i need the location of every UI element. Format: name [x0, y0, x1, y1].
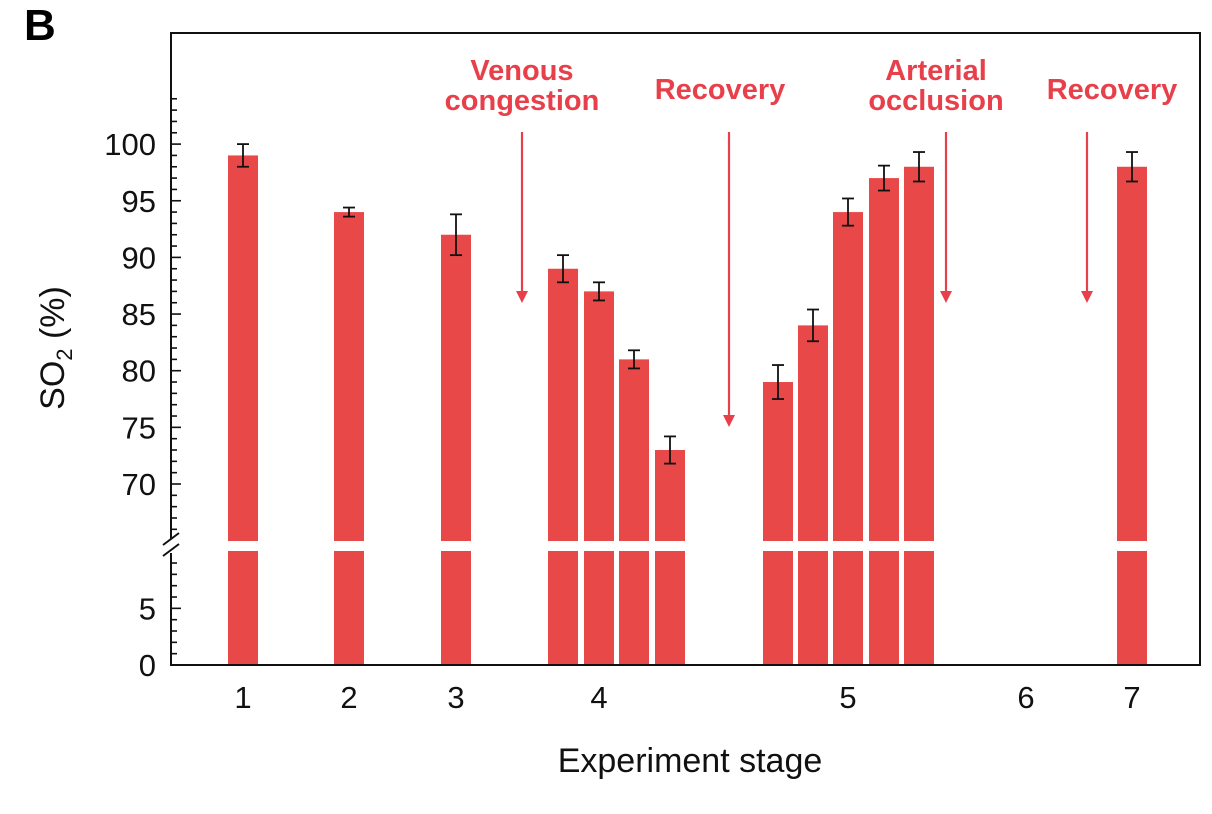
bar-lower-segment: [904, 551, 934, 665]
bar-upper-segment: [334, 212, 364, 541]
bar-lower-segment: [763, 551, 793, 665]
annotation-label: occlusion: [868, 85, 1003, 117]
bar-lower-segment: [441, 551, 471, 665]
x-axis-title: Experiment stage: [558, 742, 823, 780]
bar-upper-segment: [619, 359, 649, 541]
axis-break-mark-upper: [162, 532, 180, 546]
y-tick-label: 100: [104, 127, 156, 162]
bar-lower-segment: [584, 551, 614, 665]
bar-lower-segment: [1117, 551, 1147, 665]
x-tick-label: 4: [590, 680, 607, 715]
bar-upper-segment: [584, 291, 614, 541]
x-tick-label: 7: [1123, 680, 1140, 715]
bar-upper-segment: [798, 325, 828, 541]
y-tick-label: 5: [139, 591, 156, 626]
y-tick-label: 85: [122, 297, 156, 332]
bar-upper-segment: [655, 450, 685, 541]
bar-upper-segment: [228, 155, 258, 541]
annotation-label: Arterial: [885, 55, 987, 87]
y-axis-title-subscript: 2: [52, 348, 77, 360]
y-axis-title-main: SO: [34, 361, 72, 410]
bar-lower-segment: [228, 551, 258, 665]
y-tick-label: 80: [122, 354, 156, 389]
x-tick-label: 5: [839, 680, 856, 715]
svg-text:SO2 (%): SO2 (%): [34, 286, 77, 410]
bar-lower-segment: [619, 551, 649, 665]
bar-lower-segment: [655, 551, 685, 665]
annotation-arrow-head: [516, 291, 528, 303]
bar-upper-segment: [833, 212, 863, 541]
annotation-label: congestion: [445, 85, 600, 117]
annotation-arrow-head: [1081, 291, 1093, 303]
annotation-arrow-head: [723, 415, 735, 427]
bar-upper-segment: [1117, 166, 1147, 541]
y-tick-label: 0: [139, 648, 156, 683]
bar-upper-segment: [904, 166, 934, 541]
plot-frame: [170, 32, 1201, 666]
y-axis-title: SO2 (%): [34, 286, 77, 410]
bar-lower-segment: [833, 551, 863, 665]
error-bars-group: [237, 143, 1138, 465]
annotation-label: Recovery: [1047, 74, 1178, 106]
y-axis-title-suffix: (%): [34, 286, 72, 348]
x-tick-label: 3: [447, 680, 464, 715]
bar-lower-segment: [869, 551, 899, 665]
annotation-arrow-head: [940, 291, 952, 303]
annotation-label: Recovery: [655, 74, 786, 106]
axis-break-mark-lower: [162, 543, 180, 557]
y-tick-label: 95: [122, 184, 156, 219]
bar-upper-segment: [441, 234, 471, 542]
panel-label: B: [24, 1, 56, 50]
y-tick-label: 90: [122, 240, 156, 275]
y-tick-label: 70: [122, 467, 156, 502]
bar-upper-segment: [548, 268, 578, 541]
annotation-label: Venous: [470, 55, 573, 87]
x-tick-label: 2: [340, 680, 357, 715]
bars-group: [228, 155, 1147, 665]
bar-lower-segment: [798, 551, 828, 665]
bar-upper-segment: [869, 178, 899, 541]
x-tick-labels-group: 1 2 3 4 5 6 7: [234, 680, 1140, 715]
x-tick-label: 1: [234, 680, 251, 715]
bar-lower-segment: [548, 551, 578, 665]
y-ticks-group: [171, 97, 181, 666]
bar-lower-segment: [334, 551, 364, 665]
y-tick-label: 75: [122, 410, 156, 445]
x-tick-label: 6: [1017, 680, 1034, 715]
y-tick-labels-group: 0 5 70 75 80 85 90 95 100: [104, 127, 156, 683]
bar-upper-segment: [763, 382, 793, 541]
